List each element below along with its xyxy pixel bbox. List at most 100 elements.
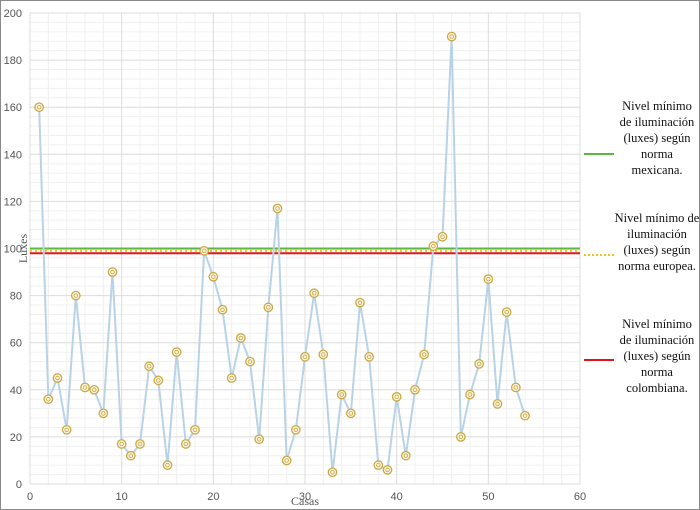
y-tick-label: 100 [4,244,22,256]
data-point [336,389,347,400]
y-tick-label: 140 [4,149,22,161]
data-point [355,297,365,308]
legend-swatch-europea [584,254,614,256]
legend-swatch-mexicana [584,153,614,155]
y-tick-label: 60 [10,338,22,350]
data-point [98,408,109,419]
x-axis-title: Casas [291,494,319,508]
data-point-inner [229,375,234,381]
y-tick-label: 160 [4,102,22,114]
data-point [327,467,338,478]
y-tick-label: 200 [4,8,22,20]
x-tick-label: 50 [482,491,494,503]
data-point [345,408,356,419]
x-tick-label: 30 [299,491,311,503]
data-point [70,290,81,301]
x-tick-label: 60 [574,491,586,503]
data-point-inner [385,467,390,473]
data-point [235,333,246,343]
data-point-inner [458,434,464,440]
data-point-inner [101,411,106,416]
data-point-inner [119,441,124,447]
data-point [483,274,494,284]
legend-label-europea: Nivel mínimo de iluminación (luxes) segú… [614,211,700,273]
data-point [199,246,210,256]
data-point [410,384,420,395]
y-tick-label: 80 [10,291,22,303]
data-point [455,432,466,442]
data-point [52,373,63,383]
data-point [419,349,430,360]
data-point [153,375,164,386]
x-tick-label: 40 [391,491,403,503]
data-point [391,392,402,402]
legend-label-mexicana: Nivel mínimo de iluminación (luxes) segú… [619,99,695,177]
data-point [180,439,191,449]
data-point-inner [183,441,189,447]
data-point-inner [91,387,97,393]
y-axis-title: Luxes [16,234,30,264]
data-point-inner [128,453,134,458]
data-point [226,373,237,383]
data-point-inner [321,352,326,357]
data-point [382,465,393,475]
data-point-inner [421,352,427,357]
data-point [245,356,255,367]
data-point [125,450,136,461]
data-point [144,361,155,372]
data-point [400,450,411,461]
data-point-inner [486,276,491,282]
data-point [520,410,530,421]
data-point-inner [293,427,299,433]
y-tick-label: 0 [16,479,22,491]
data-point-inner [137,441,143,447]
data-point [290,424,301,435]
data-point-inner [211,274,216,280]
data-point [217,304,228,315]
x-tick-label: 10 [116,491,128,503]
data-point [446,31,457,42]
data-point-inner [110,269,115,275]
data-point-inner [284,458,289,463]
data-point [80,382,90,393]
data-point [501,307,512,317]
data-point [492,399,503,409]
data-point-inner [348,411,354,416]
data-point [107,267,118,277]
legend-label-colombiana: Nivel mínimo de iluminación (luxes) segú… [619,317,695,395]
data-point-inner [504,309,509,315]
data-point [437,231,448,242]
data-point-inner [46,396,51,402]
data-point-inner [220,307,225,312]
data-point [171,347,182,357]
data-point-inner [156,378,161,383]
data-point-inner [449,34,454,39]
data-point-inner [431,243,436,249]
data-point [208,271,219,282]
data-point [281,455,292,466]
data-point-inner [146,364,152,369]
data-point [428,241,439,251]
data-point [300,351,310,362]
data-point-inner [256,437,262,442]
data-point [162,460,173,471]
data-point [309,288,320,299]
data-point-inner [82,385,88,390]
data-point-inner [357,300,363,305]
data-point [254,434,265,445]
data-point-inner [412,387,418,393]
y-tick-label: 120 [4,196,22,208]
data-point [318,349,329,360]
data-point-inner [476,361,482,367]
data-point-inner [330,469,335,475]
data-point [43,394,54,405]
data-point-inner [201,248,207,254]
data-point-inner [339,392,344,397]
data-point-inner [192,427,198,433]
data-point-inner [311,290,317,296]
data-point-inner [73,293,79,298]
data-point [272,203,283,214]
y-tick-label: 40 [10,385,22,397]
data-point-inner [55,375,60,381]
